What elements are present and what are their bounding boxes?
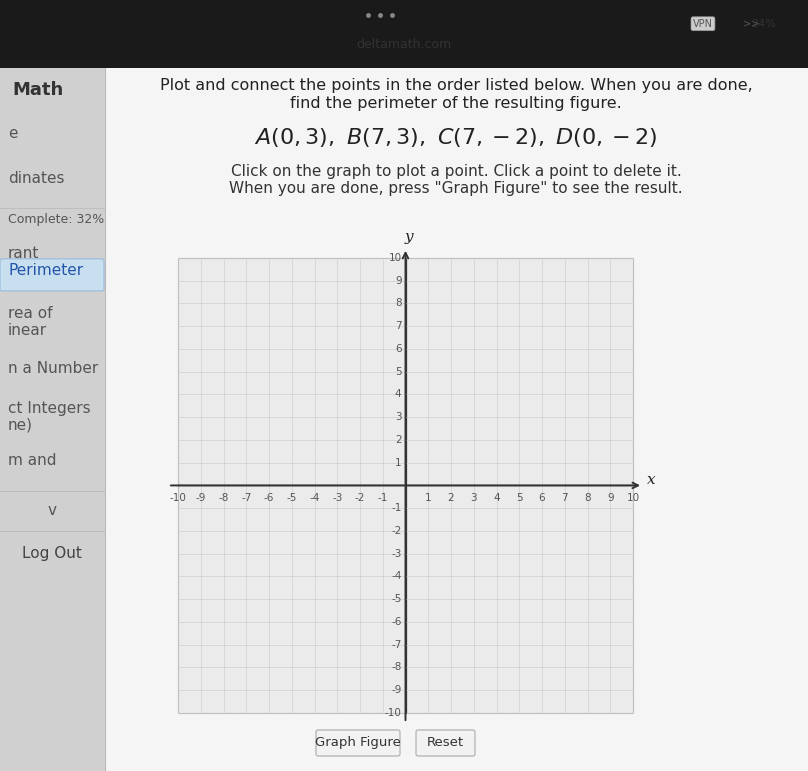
- FancyBboxPatch shape: [105, 68, 808, 771]
- Text: -10: -10: [170, 493, 187, 503]
- Text: -2: -2: [355, 493, 365, 503]
- Text: -4: -4: [309, 493, 320, 503]
- Text: dinates: dinates: [8, 171, 65, 186]
- Text: -10: -10: [385, 708, 402, 718]
- FancyBboxPatch shape: [178, 258, 633, 713]
- Text: e: e: [8, 126, 18, 141]
- Text: VPN: VPN: [693, 19, 713, 29]
- Text: 5: 5: [395, 367, 402, 377]
- Text: $A(0, 3),\ B(7, 3),\ C(7, -2),\ D(0, -2)$: $A(0, 3),\ B(7, 3),\ C(7, -2),\ D(0, -2)…: [255, 126, 658, 149]
- Text: v: v: [48, 503, 57, 518]
- Text: 8: 8: [584, 493, 591, 503]
- Text: -1: -1: [391, 503, 402, 513]
- Text: Plot and connect the points in the order listed below. When you are done,: Plot and connect the points in the order…: [160, 78, 752, 93]
- Text: -1: -1: [377, 493, 388, 503]
- FancyBboxPatch shape: [0, 68, 105, 771]
- Text: 6: 6: [539, 493, 545, 503]
- Text: -9: -9: [196, 493, 206, 503]
- Text: 2: 2: [448, 493, 454, 503]
- Text: 10: 10: [626, 493, 640, 503]
- Text: -7: -7: [391, 640, 402, 650]
- Text: >>: >>: [743, 19, 760, 29]
- FancyBboxPatch shape: [416, 730, 475, 756]
- Text: 3: 3: [470, 493, 477, 503]
- Text: 6: 6: [395, 344, 402, 354]
- Text: 8: 8: [395, 298, 402, 308]
- Text: 5: 5: [516, 493, 523, 503]
- Text: -3: -3: [391, 549, 402, 559]
- Text: 9: 9: [395, 276, 402, 285]
- FancyBboxPatch shape: [0, 259, 104, 291]
- Text: 4: 4: [493, 493, 500, 503]
- Text: 4: 4: [395, 389, 402, 399]
- Text: -8: -8: [391, 662, 402, 672]
- Text: deltamath.com: deltamath.com: [356, 38, 452, 51]
- Text: -3: -3: [332, 493, 343, 503]
- Text: Perimeter: Perimeter: [8, 264, 83, 278]
- Text: 2: 2: [395, 435, 402, 445]
- Text: -5: -5: [391, 594, 402, 604]
- Text: -8: -8: [218, 493, 229, 503]
- Text: 24%: 24%: [751, 19, 776, 29]
- Text: -5: -5: [287, 493, 297, 503]
- Text: Log Out: Log Out: [22, 546, 82, 561]
- Text: n a Number: n a Number: [8, 361, 99, 376]
- Text: -6: -6: [391, 617, 402, 627]
- Text: -7: -7: [241, 493, 251, 503]
- Text: -2: -2: [391, 526, 402, 536]
- Text: Reset: Reset: [427, 736, 464, 749]
- Text: 7: 7: [395, 322, 402, 332]
- Text: 1: 1: [425, 493, 431, 503]
- Text: Math: Math: [12, 81, 63, 99]
- Text: 7: 7: [562, 493, 568, 503]
- Text: 1: 1: [395, 458, 402, 468]
- Text: rant: rant: [8, 246, 40, 261]
- Text: ne): ne): [8, 418, 33, 433]
- Text: -4: -4: [391, 571, 402, 581]
- Text: find the perimeter of the resulting figure.: find the perimeter of the resulting figu…: [290, 96, 622, 111]
- Text: Complete: 32%: Complete: 32%: [8, 213, 104, 226]
- Text: When you are done, press "Graph Figure" to see the result.: When you are done, press "Graph Figure" …: [229, 181, 683, 196]
- Text: inear: inear: [8, 323, 47, 338]
- Text: rea of: rea of: [8, 306, 53, 321]
- Text: y: y: [404, 230, 413, 244]
- Text: 3: 3: [395, 412, 402, 423]
- Text: 9: 9: [607, 493, 613, 503]
- Text: Click on the graph to plot a point. Click a point to delete it.: Click on the graph to plot a point. Clic…: [230, 164, 681, 179]
- Text: m and: m and: [8, 453, 57, 468]
- Text: ct Integers: ct Integers: [8, 401, 90, 416]
- Text: -6: -6: [264, 493, 274, 503]
- Text: 10: 10: [389, 253, 402, 263]
- Text: -9: -9: [391, 685, 402, 695]
- FancyBboxPatch shape: [316, 730, 400, 756]
- Text: x: x: [647, 473, 655, 487]
- Text: Graph Figure: Graph Figure: [315, 736, 401, 749]
